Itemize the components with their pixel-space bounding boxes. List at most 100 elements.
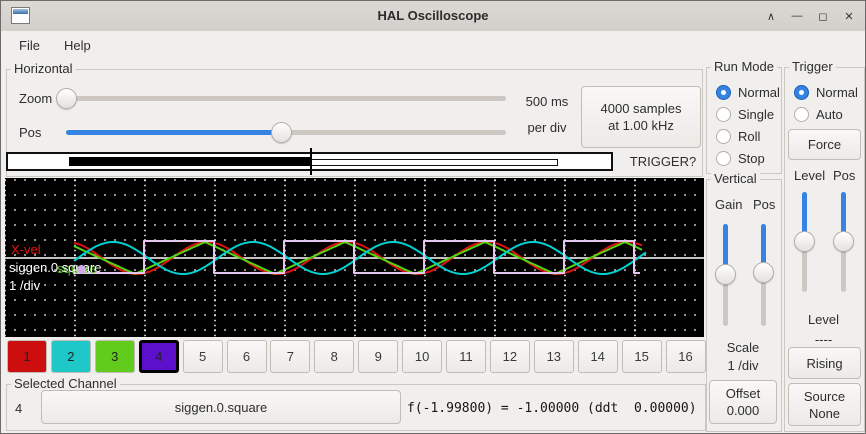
gain-slider-fill — [723, 224, 728, 274]
channel-button-13[interactable]: 13 — [533, 340, 574, 373]
menu-file[interactable]: File — [19, 37, 40, 53]
trigger-mode-option-normal[interactable]: Normal — [785, 81, 864, 103]
scope-channel1-label: X-vel — [11, 242, 41, 257]
trigger-position-tick — [310, 148, 312, 175]
scale-label: Scale — [726, 340, 760, 355]
trigger-level-slider-handle[interactable] — [794, 231, 815, 252]
run-mode-radio-normal[interactable] — [716, 84, 731, 100]
channel-button-4[interactable]: 4 — [138, 340, 179, 373]
selected-channel-name: siggen.0.square — [174, 399, 268, 415]
vertical-pos-slider-handle[interactable] — [753, 262, 774, 283]
pos-label: Pos — [19, 125, 42, 140]
trigger-frame: Trigger Normal Auto Force Level Pos Level… — [784, 59, 865, 432]
samples-line2: at 1.00 kHz — [608, 118, 674, 133]
trigger-edge-button[interactable]: Rising — [788, 347, 861, 379]
run-mode-radio-stop[interactable] — [716, 150, 731, 166]
trigger-source-button[interactable]: Source None — [788, 383, 861, 426]
minimize-button[interactable]: — — [791, 10, 803, 22]
scope-scale-label: 1 /div — [9, 278, 41, 293]
gain-slider-handle[interactable] — [715, 264, 736, 285]
channel-button-16[interactable]: 16 — [665, 340, 706, 373]
record-progress-fill — [69, 157, 311, 166]
trigger-pos-slider-handle[interactable] — [833, 231, 854, 252]
trigger-source-value: None — [808, 405, 841, 421]
samples-line1: 4000 samples — [600, 101, 682, 116]
trigger-pos-label: Pos — [833, 168, 856, 183]
offset-marker-dot[interactable] — [77, 265, 86, 274]
trigger-mode-radio-normal[interactable] — [794, 84, 809, 100]
vertical-frame-label: Vertical — [711, 171, 760, 186]
window-title: HAL Oscilloscope — [377, 8, 489, 23]
run-mode-option-normal[interactable]: Normal — [707, 81, 781, 103]
offset-button[interactable]: Offset 0.000 — [709, 380, 777, 424]
window-controls: ∧ — ◻ ✕ — [763, 1, 857, 31]
channel-button-14[interactable]: 14 — [577, 340, 618, 373]
pos-slider-handle[interactable] — [271, 122, 292, 143]
close-button[interactable]: ✕ — [844, 10, 854, 23]
channel-value-readout: f(-1.99800) = -1.00000 (ddt 0.00000) — [407, 401, 697, 416]
record-progress-bar — [6, 152, 613, 171]
vertical-pos-label: Pos — [753, 197, 776, 212]
trigger-mode-option-auto[interactable]: Auto — [785, 103, 864, 125]
run-mode-label-stop: Stop — [738, 150, 765, 166]
vertical-pos-slider-fill — [761, 224, 766, 272]
channel-button-3[interactable]: 3 — [94, 340, 135, 373]
channel-button-1[interactable]: 1 — [7, 340, 47, 373]
run-mode-option-roll[interactable]: Roll — [707, 125, 781, 147]
run-mode-radio-roll[interactable] — [716, 128, 731, 144]
run-mode-label-normal: Normal — [738, 84, 780, 100]
record-progress-remainder — [311, 159, 558, 166]
maximize-button[interactable]: ◻ — [818, 10, 828, 23]
channel-button-2[interactable]: 2 — [50, 340, 91, 373]
run-mode-option-stop[interactable]: Stop — [707, 147, 781, 169]
scale-value: 1 /div — [727, 358, 759, 373]
trigger-pos-slider-fill — [841, 192, 846, 242]
selected-channel-frame-label: Selected Channel — [11, 376, 120, 391]
trigger-level-slider-fill — [802, 192, 807, 242]
zoom-label: Zoom — [19, 91, 53, 106]
trigger-frame-label: Trigger — [789, 59, 836, 74]
channel-button-6[interactable]: 6 — [226, 340, 267, 373]
window-icon — [11, 7, 30, 24]
trigger-mode-radio-auto[interactable] — [794, 106, 809, 122]
waveform-canvas — [5, 240, 704, 275]
scope-display[interactable]: square X-vel siggen.0.square 1 /div — [5, 178, 704, 337]
channel-button-11[interactable]: 11 — [446, 340, 486, 373]
run-mode-radio-single[interactable] — [716, 106, 731, 122]
vertical-frame: Vertical Gain Pos Scale 1 /div Offset 0.… — [706, 171, 782, 432]
titlebar[interactable]: HAL Oscilloscope ∧ — ◻ ✕ — [1, 1, 865, 32]
selected-channel-number: 4 — [15, 401, 23, 416]
trigger-source-label: Source — [803, 388, 846, 404]
force-button[interactable]: Force — [788, 129, 861, 160]
run-mode-frame-label: Run Mode — [711, 59, 777, 74]
trigger-edge-label: Rising — [806, 355, 843, 371]
channel-button-10[interactable]: 10 — [402, 340, 443, 373]
channel-button-8[interactable]: 8 — [314, 340, 355, 373]
selected-channel-frame: Selected Channel — [6, 376, 706, 431]
samples-button[interactable]: 4000 samples at 1.00 kHz — [581, 86, 701, 148]
trigger-level-label: Level — [794, 168, 826, 183]
run-mode-option-single[interactable]: Single — [707, 103, 781, 125]
zoom-slider[interactable] — [56, 96, 506, 101]
trigger-level-value-label: Level — [807, 312, 840, 327]
pos-slider-fill — [66, 130, 281, 135]
offset-button-value: 0.000 — [726, 403, 760, 418]
horizontal-frame: Horizontal — [6, 61, 703, 177]
trigger-mode-label-normal: Normal — [816, 84, 858, 100]
channel-button-12[interactable]: 12 — [489, 340, 530, 373]
offset-button-label: Offset — [725, 386, 761, 401]
menu-help[interactable]: Help — [63, 37, 91, 53]
channel-button-7[interactable]: 7 — [270, 340, 311, 373]
zoom-slider-handle[interactable] — [56, 88, 77, 109]
run-mode-frame: Run Mode Normal Single Roll Stop — [706, 59, 782, 174]
channel-button-5[interactable]: 5 — [182, 340, 223, 373]
menubar: File Help — [1, 31, 865, 59]
channel-button-9[interactable]: 9 — [358, 340, 399, 373]
channel-button-15[interactable]: 15 — [621, 340, 662, 373]
selected-channel-name-button[interactable]: siggen.0.square — [41, 390, 401, 424]
shade-button[interactable]: ∧ — [766, 10, 776, 23]
run-mode-label-roll: Roll — [738, 128, 761, 144]
scope-ghost-label: square — [57, 261, 97, 276]
gain-label: Gain — [715, 197, 743, 212]
